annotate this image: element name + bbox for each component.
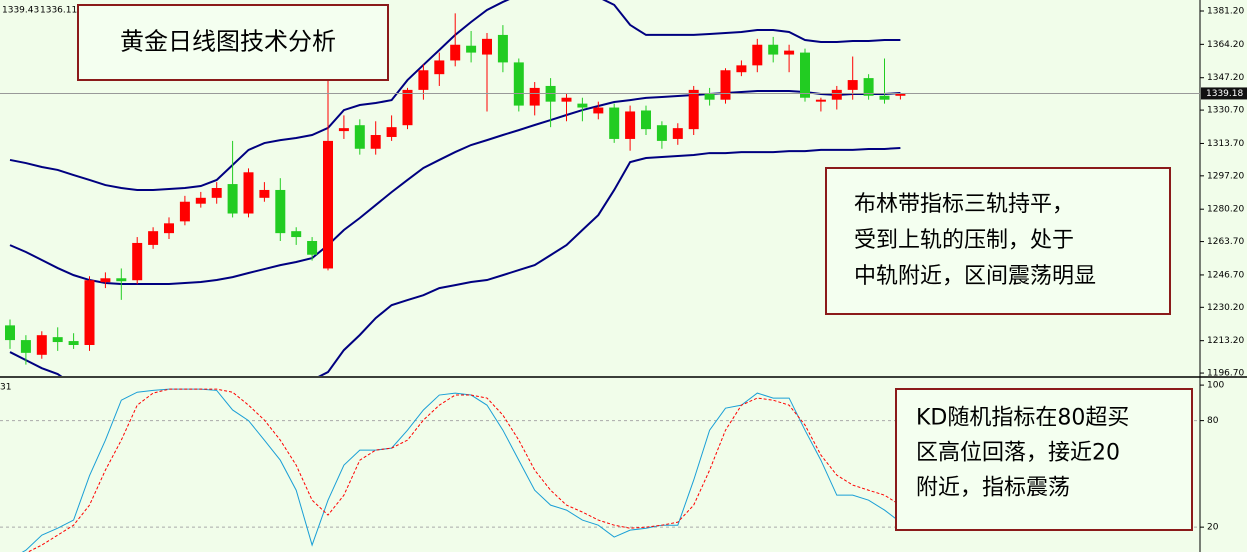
candle-body (5, 325, 15, 341)
candle-body (736, 65, 747, 73)
candle-body (402, 89, 413, 126)
candle-body (482, 38, 492, 55)
annotation-text: 布林带指标三轨持平， (854, 192, 1074, 217)
candle-body (179, 201, 190, 222)
candle-body (338, 128, 349, 132)
candle-body (354, 125, 365, 149)
candle-body (291, 231, 302, 238)
bollinger-band (9, 90, 901, 285)
candle-body (752, 44, 763, 66)
annotation-box (825, 167, 1171, 315)
candle-body (847, 80, 858, 90)
candle-body (275, 189, 286, 234)
annotation-text: 附近，指标震荡 (916, 476, 1070, 501)
y-tick-label: 1297.20 (1207, 171, 1244, 181)
candle-body (386, 127, 397, 137)
y-tick-label: 20 (1207, 523, 1219, 533)
stochastic-line (26, 388, 901, 552)
candle-body (116, 278, 127, 282)
candle-body (768, 44, 779, 55)
candle-body (195, 197, 206, 204)
candle-body (466, 45, 477, 53)
candle-body (879, 95, 890, 100)
candle-body (307, 240, 318, 255)
candle-body (164, 223, 174, 234)
candle-body (561, 97, 572, 102)
annotation-box (77, 4, 389, 81)
indicator-pane (0, 388, 1200, 552)
candle-body (688, 89, 699, 130)
candle-body (148, 231, 159, 245)
candle-body (800, 52, 810, 98)
annotation-text: 中轨附近，区间震荡明显 (854, 264, 1096, 289)
annotation-text: 区高位回落，接近20 (916, 441, 1120, 466)
bollinger-band (9, 146, 901, 376)
y-tick-label: 1347.20 (1207, 73, 1244, 83)
candle-body (84, 280, 95, 345)
candle-body (625, 111, 636, 139)
candle-body (100, 278, 111, 283)
candle-body (52, 337, 63, 343)
candle-body (784, 50, 795, 55)
candle-body (68, 341, 79, 345)
y-tick-label: 100 (1207, 381, 1224, 391)
candle-body (831, 89, 842, 100)
y-tick-label: 1330.70 (1207, 106, 1244, 116)
candle-body (450, 44, 461, 61)
annotation-text: 黄金日线图技术分析 (120, 28, 336, 56)
y-tick-label: 80 (1207, 416, 1219, 426)
candle-body (593, 107, 604, 114)
candle-body (815, 99, 826, 102)
candle-body (609, 107, 620, 139)
candle-body (656, 125, 667, 141)
y-tick-label: 1246.70 (1207, 270, 1244, 280)
annotation-box (895, 388, 1193, 531)
y-tick-label: 1196.70 (1207, 369, 1244, 379)
candle-body (720, 70, 731, 100)
candle-body (672, 128, 683, 139)
candle-body (132, 242, 143, 281)
candle-body (211, 188, 222, 198)
candle-body (243, 172, 254, 214)
candle-body (641, 110, 651, 130)
y-tick-label: 1381.20 (1207, 6, 1244, 16)
last-price-box (1201, 87, 1247, 100)
candle-body (434, 60, 445, 75)
candle-body (704, 93, 715, 100)
annotation-text: 受到上轨的压制，处于 (854, 228, 1074, 253)
info-value: 1339.43 (2, 6, 39, 16)
indicator-label: 31 (0, 383, 11, 393)
candle-body (259, 189, 270, 198)
y-tick-label: 1263.70 (1207, 237, 1244, 247)
candle-body (20, 340, 31, 353)
last-price-label: 1339.18 (1206, 89, 1243, 99)
y-tick-label: 1280.20 (1207, 205, 1244, 215)
candle-body (497, 34, 508, 63)
y-tick-label: 1364.20 (1207, 40, 1244, 50)
y-tick-label: 1230.20 (1207, 303, 1244, 313)
overlay: 1381.20 1364.20 1347.20 1330.70 1313.70 1297.… (0, 4, 1247, 533)
stochastic-line (21, 388, 901, 552)
price-pane (0, 0, 1200, 376)
candle-body (529, 87, 540, 106)
candle-body (513, 62, 524, 106)
y-tick-label: 1213.20 (1207, 336, 1244, 346)
info-value: 1336.11 (40, 6, 77, 16)
candle-body (577, 103, 588, 108)
candle-body (370, 135, 381, 149)
y-tick-label: 1313.70 (1207, 139, 1244, 149)
candle-body (895, 93, 906, 96)
candle-body (418, 70, 429, 90)
candle-body (227, 184, 238, 214)
annotation-text: KD随机指标在80超买 (916, 406, 1129, 431)
candle-body (36, 335, 47, 355)
candle-body (323, 140, 333, 269)
candle-body (863, 78, 874, 96)
